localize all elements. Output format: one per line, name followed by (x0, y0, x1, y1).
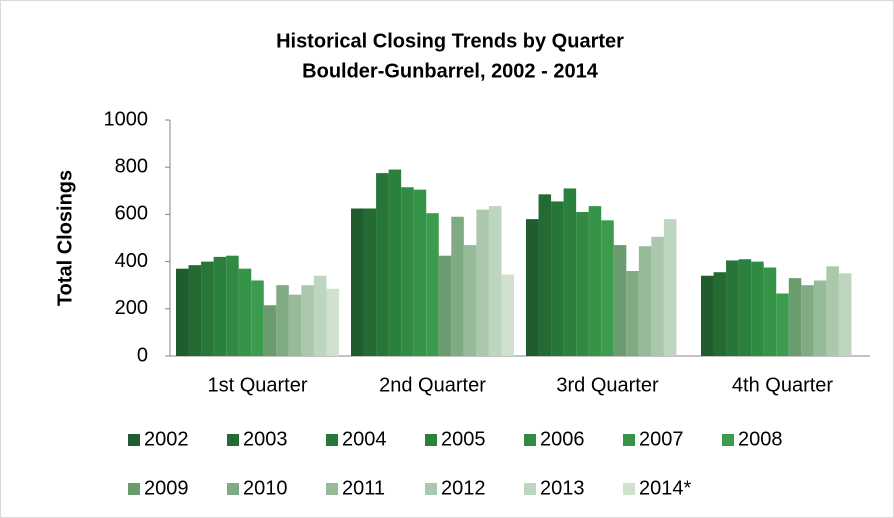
bar (488, 206, 502, 356)
y-tick-label: 1000 (104, 108, 149, 130)
bar (776, 293, 789, 356)
bar (263, 305, 277, 356)
x-tick-label: 4th Quarter (732, 374, 834, 396)
bar (563, 188, 577, 356)
bar (463, 245, 477, 356)
bar (713, 272, 727, 356)
legend-label: 2010 (243, 477, 288, 499)
x-tick-label: 3rd Quarter (556, 374, 659, 396)
bar (576, 212, 589, 356)
bar (288, 294, 302, 356)
bar (451, 216, 464, 356)
y-tick-label: 200 (115, 297, 148, 319)
bar (738, 259, 752, 356)
bar (301, 285, 314, 356)
bar (826, 266, 839, 356)
bar (188, 265, 202, 356)
legend-label: 2003 (243, 428, 288, 450)
bar (213, 256, 227, 356)
bar (763, 267, 777, 356)
bar (426, 213, 439, 356)
bar (226, 255, 239, 356)
legend-label: 2004 (342, 428, 387, 450)
legend-label: 2014* (639, 477, 691, 499)
bar (726, 260, 739, 356)
legend-swatch (227, 483, 239, 495)
bar (751, 261, 764, 356)
y-tick-label: 800 (115, 155, 148, 177)
bar (251, 280, 264, 356)
bar (376, 173, 389, 356)
bar (638, 246, 652, 356)
legend-swatch (524, 434, 536, 446)
bar (538, 194, 552, 356)
bar (651, 236, 664, 356)
bar (388, 169, 402, 356)
chart-subtitle: Boulder-Gunbarrel, 2002 - 2014 (302, 60, 599, 82)
legend-swatch (722, 434, 734, 446)
legend-label: 2012 (441, 477, 486, 499)
y-tick-label: 0 (137, 344, 148, 366)
bar (201, 261, 214, 356)
legend-swatch (524, 483, 536, 495)
y-axis-title: Total Closings (54, 170, 76, 306)
legend-label: 2013 (540, 477, 585, 499)
legend-swatch (425, 483, 437, 495)
legend-label: 2006 (540, 428, 585, 450)
bar (276, 285, 289, 356)
x-tick-label: 1st Quarter (207, 374, 307, 396)
bar (501, 274, 514, 356)
bar (788, 278, 802, 356)
bar (663, 219, 677, 356)
bar (526, 219, 539, 356)
legend-swatch (128, 483, 140, 495)
bar (326, 288, 339, 356)
bar (588, 206, 602, 356)
bar (176, 268, 189, 356)
legend-swatch (227, 434, 239, 446)
legend-label: 2009 (144, 477, 189, 499)
legend-swatch (128, 434, 140, 446)
bar (476, 209, 489, 356)
legend-label: 2011 (342, 477, 385, 499)
bar (813, 280, 827, 356)
legend-label: 2005 (441, 428, 486, 450)
chart-title: Historical Closing Trends by Quarter (276, 30, 624, 52)
bar (313, 275, 327, 356)
bar (401, 187, 414, 356)
bar (438, 255, 452, 356)
bar (363, 208, 377, 356)
legend-swatch (623, 434, 635, 446)
bar (613, 245, 627, 356)
y-tick-label: 400 (115, 250, 148, 272)
legend-label: 2007 (639, 428, 684, 450)
legend-swatch (623, 483, 635, 495)
y-tick-label: 600 (115, 203, 148, 225)
bar (838, 273, 852, 356)
legend-label: 2008 (738, 428, 783, 450)
legend-swatch (425, 434, 437, 446)
bar (801, 285, 814, 356)
bar (601, 220, 614, 356)
bar (551, 201, 564, 356)
bar (351, 208, 364, 356)
bar (626, 271, 639, 356)
x-tick-label: 2nd Quarter (379, 374, 486, 396)
legend-swatch (326, 434, 338, 446)
legend-label: 2002 (144, 428, 189, 450)
legend-swatch (326, 483, 338, 495)
bar (238, 268, 252, 356)
bar (413, 189, 427, 356)
bar (701, 275, 714, 356)
